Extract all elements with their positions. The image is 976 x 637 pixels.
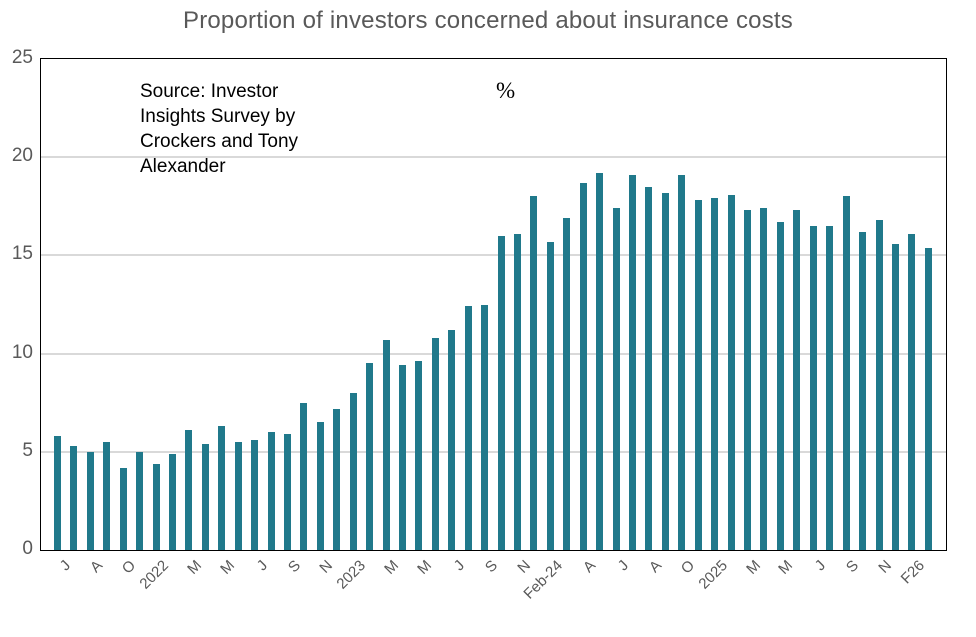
x-tick-label: S bbox=[843, 557, 863, 577]
source-note-line: Insights Survey by bbox=[140, 106, 296, 127]
source-note: Source: Investor Insights Survey by Croc… bbox=[140, 79, 298, 179]
bar bbox=[333, 408, 341, 550]
x-tick-label: M bbox=[184, 557, 205, 578]
gridline bbox=[41, 450, 946, 453]
bar bbox=[809, 225, 817, 550]
x-tick-label: M bbox=[775, 557, 797, 578]
x-tick-label: J bbox=[450, 557, 468, 575]
bar bbox=[316, 422, 324, 550]
x-tick-label: 2023 bbox=[333, 557, 370, 593]
bar bbox=[842, 196, 850, 550]
bar bbox=[415, 361, 423, 550]
bar bbox=[54, 436, 61, 550]
bar bbox=[908, 233, 916, 550]
bar bbox=[366, 363, 374, 550]
bar bbox=[218, 426, 226, 550]
bar bbox=[349, 392, 357, 550]
gridline bbox=[41, 352, 946, 355]
y-tick-label: 5 bbox=[22, 439, 33, 461]
bar bbox=[136, 451, 144, 550]
source-note-line: Source: Investor bbox=[140, 81, 279, 102]
unit-label: % bbox=[496, 78, 516, 103]
bar bbox=[596, 172, 604, 550]
plot-area: Source: Investor Insights Survey by Croc… bbox=[40, 58, 947, 551]
bar bbox=[760, 208, 768, 550]
y-tick-label: 15 bbox=[11, 243, 33, 265]
x-tick-label: O bbox=[677, 557, 698, 578]
bar bbox=[382, 339, 390, 550]
bar bbox=[169, 453, 176, 550]
bar bbox=[875, 220, 883, 550]
bar bbox=[251, 440, 259, 550]
bar bbox=[152, 463, 160, 550]
bar bbox=[612, 208, 620, 550]
bar bbox=[629, 174, 637, 550]
bar bbox=[645, 186, 653, 550]
x-tick-label: S bbox=[284, 557, 304, 577]
x-tick-label: N bbox=[316, 557, 337, 577]
bar bbox=[448, 330, 456, 550]
x-tick-label: M bbox=[381, 557, 403, 578]
bar bbox=[431, 337, 439, 550]
bar bbox=[546, 241, 554, 550]
bar bbox=[793, 210, 801, 550]
bar bbox=[530, 196, 538, 550]
bar bbox=[284, 434, 292, 550]
y-tick-label: 10 bbox=[11, 341, 33, 363]
bar bbox=[563, 218, 571, 550]
x-tick-label: N bbox=[875, 557, 896, 577]
bar bbox=[744, 210, 752, 550]
x-tick-label: J bbox=[614, 557, 633, 575]
bar bbox=[481, 304, 489, 550]
x-tick-label: 2025 bbox=[695, 557, 731, 593]
bar bbox=[464, 306, 472, 550]
x-tick-label: M bbox=[216, 557, 238, 578]
x-tick-label: O bbox=[118, 557, 140, 578]
y-tick-label: 0 bbox=[22, 538, 33, 559]
bar bbox=[267, 432, 275, 550]
bar bbox=[234, 441, 242, 550]
bar bbox=[859, 231, 867, 550]
bar bbox=[924, 247, 932, 550]
gridline bbox=[41, 156, 946, 159]
bar bbox=[119, 467, 127, 550]
bar bbox=[661, 192, 669, 550]
bar bbox=[826, 225, 834, 550]
bar bbox=[201, 443, 209, 550]
source-note-line: Crockers and Tony bbox=[140, 131, 299, 152]
source-note-line: Alexander bbox=[140, 156, 226, 177]
x-tick-label: A bbox=[645, 557, 665, 577]
y-tick-label: 20 bbox=[11, 145, 33, 167]
bar bbox=[891, 243, 899, 550]
x-tick-label: S bbox=[481, 557, 501, 577]
x-tick-label: F26 bbox=[897, 557, 928, 588]
x-tick-label: 2022 bbox=[136, 557, 173, 593]
bar bbox=[70, 445, 78, 550]
bar bbox=[497, 235, 505, 550]
x-tick-label: A bbox=[580, 557, 600, 577]
gridline bbox=[41, 254, 946, 257]
x-tick-label: J bbox=[253, 557, 271, 575]
bar bbox=[694, 200, 702, 550]
bar bbox=[103, 441, 111, 550]
chart-title: Proportion of investors concerned about … bbox=[182, 7, 793, 34]
x-tick-label: J bbox=[56, 557, 74, 575]
bar bbox=[727, 194, 735, 550]
x-tick-label: J bbox=[811, 557, 830, 575]
bar bbox=[86, 451, 94, 550]
x-tick-label: M bbox=[414, 557, 435, 578]
bar bbox=[514, 233, 522, 550]
bar bbox=[399, 365, 407, 550]
bar bbox=[711, 198, 719, 550]
bar bbox=[300, 402, 308, 550]
bar bbox=[776, 222, 784, 550]
bar bbox=[185, 430, 193, 550]
x-tick-label: M bbox=[742, 557, 764, 578]
bar bbox=[678, 174, 686, 550]
x-tick-label: A bbox=[87, 557, 107, 577]
x-tick-label: N bbox=[513, 557, 534, 577]
y-tick-label: 25 bbox=[11, 47, 33, 68]
bar bbox=[579, 182, 587, 550]
